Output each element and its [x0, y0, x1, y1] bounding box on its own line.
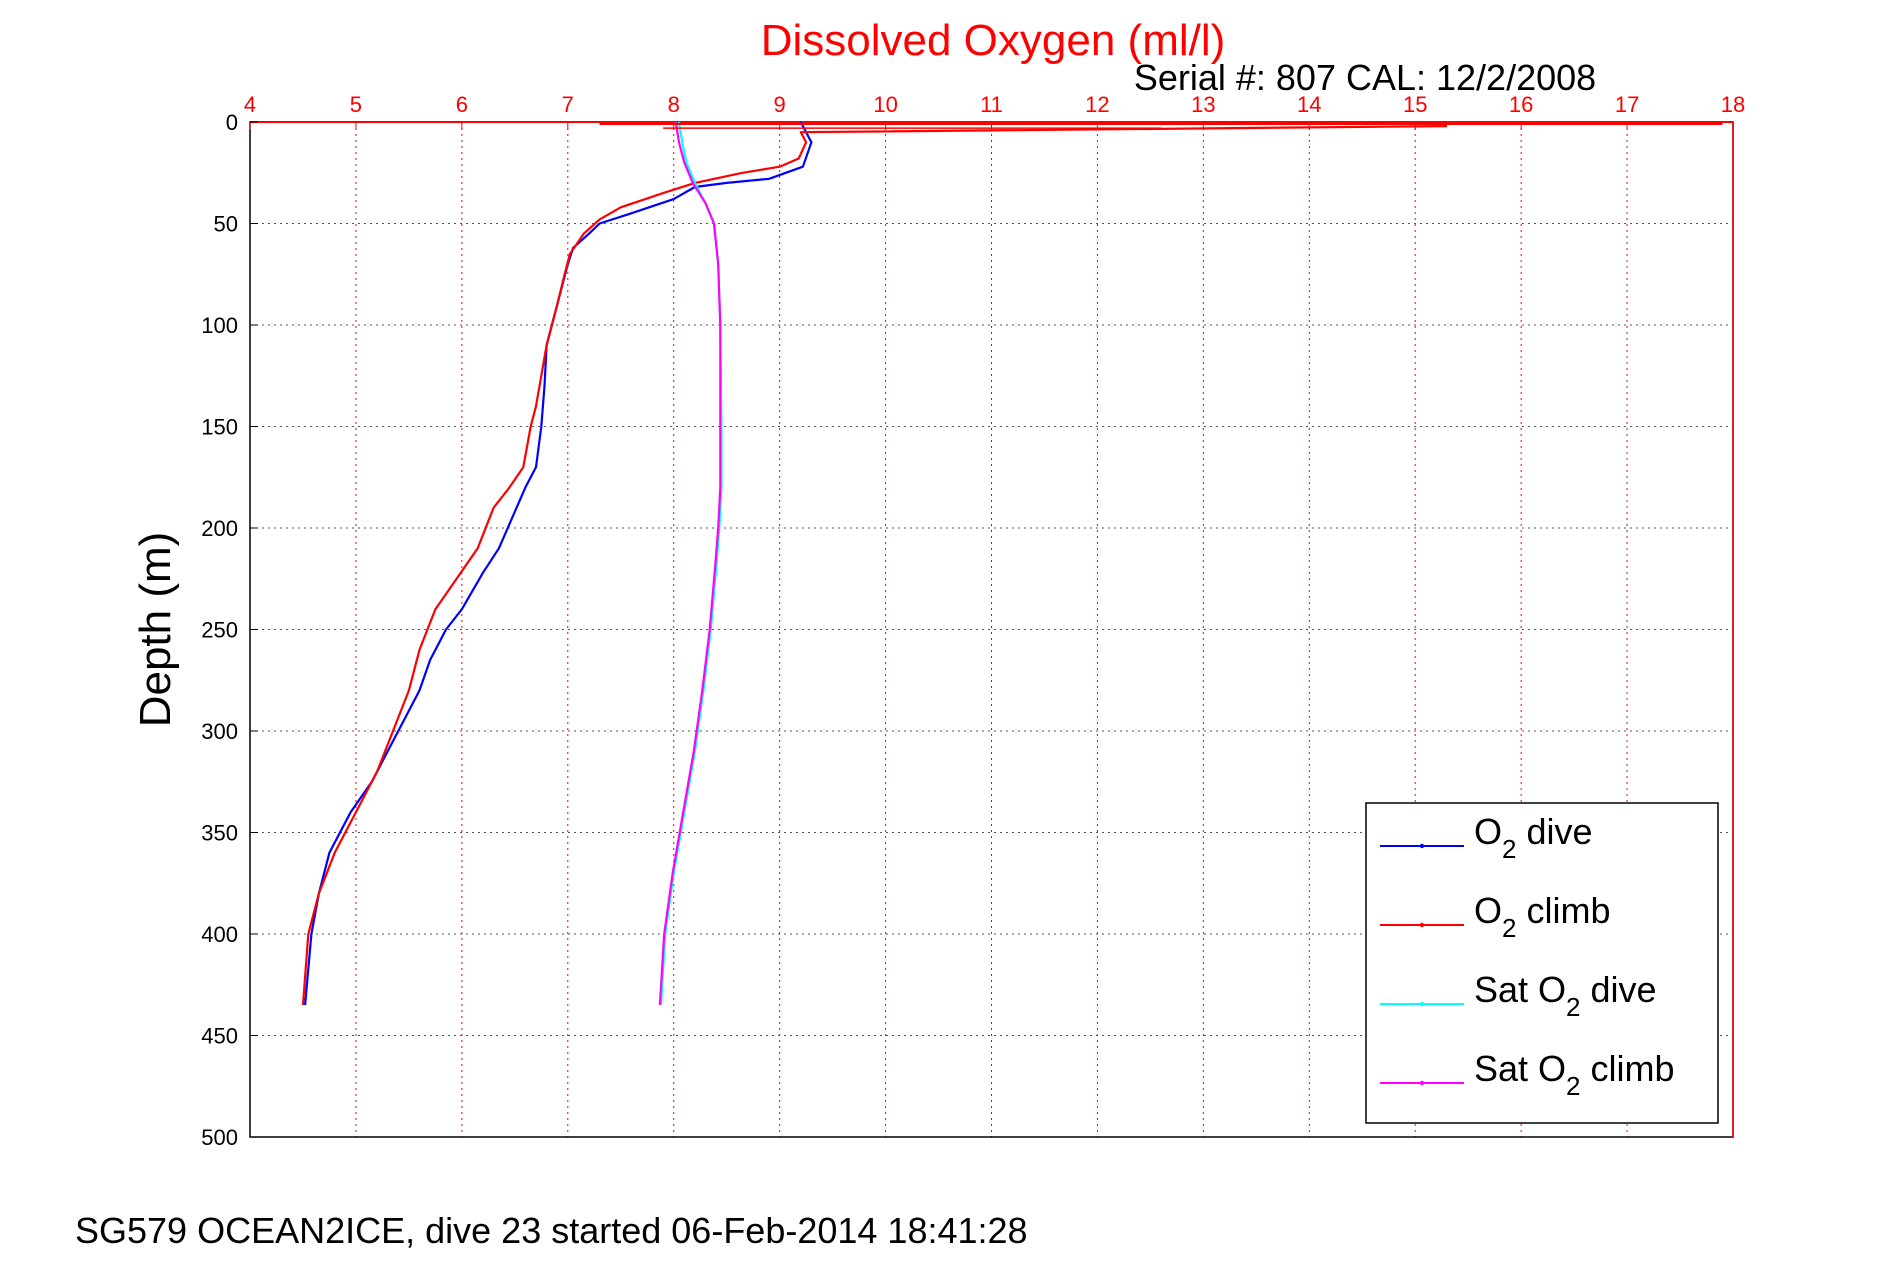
series-line-sat_o2_climb — [658, 121, 722, 1006]
y-tick-label: 150 — [201, 415, 238, 440]
series-line-o2_dive — [304, 121, 813, 1006]
y-tick-label: 500 — [201, 1125, 238, 1150]
data-series — [301, 121, 1723, 1006]
x-tick-label: 6 — [456, 92, 468, 117]
x-tick-label: 10 — [873, 92, 897, 117]
y-tick-label: 200 — [201, 516, 238, 541]
y-tick-labels: 0 50 100 150 200 250 300 350 400 450 500 — [201, 110, 258, 1150]
x-tick-label: 8 — [668, 92, 680, 117]
chart-title: Dissolved Oxygen (ml/l) — [761, 16, 1226, 65]
y-tick-label: 450 — [201, 1024, 238, 1049]
x-tick-label: 7 — [562, 92, 574, 117]
y-tick-label: 50 — [214, 212, 238, 237]
y-tick-label: 100 — [201, 313, 238, 338]
y-tick-label: 300 — [201, 719, 238, 744]
y-tick-label: 350 — [201, 821, 238, 846]
x-tick-label: 4 — [244, 92, 256, 117]
x-tick-label: 15 — [1403, 92, 1427, 117]
x-tick-label: 14 — [1297, 92, 1321, 117]
y-tick-label: 400 — [201, 922, 238, 947]
legend-label-sat_o2_dive: Sat O2 dive — [1474, 969, 1657, 1022]
legend-marker-o2_dive — [1419, 843, 1425, 849]
series-line-o2_climb — [301, 125, 1448, 1006]
y-axis-label: Depth (m) — [131, 532, 180, 728]
y-tick-label: 250 — [201, 618, 238, 643]
x-tick-label: 17 — [1615, 92, 1639, 117]
serial-cal-label: Serial #: 807 CAL: 12/2/2008 — [1134, 57, 1596, 98]
legend-marker-sat_o2_climb — [1419, 1080, 1425, 1086]
y-tick-label: 0 — [226, 110, 238, 135]
x-tick-label: 9 — [774, 92, 786, 117]
x-tick-label: 5 — [350, 92, 362, 117]
legend-label-sat_o2_climb: Sat O2 climb — [1474, 1048, 1675, 1101]
legend: O2 dive O2 climb Sat O2 dive Sat O2 climb — [1365, 802, 1719, 1124]
x-tick-label: 16 — [1509, 92, 1533, 117]
legend-label-o2_dive: O2 dive — [1474, 811, 1593, 864]
legend-marker-o2_climb — [1419, 922, 1425, 928]
x-tick-label: 11 — [980, 92, 1003, 117]
x-tick-label: 18 — [1721, 92, 1745, 117]
legend-marker-sat_o2_dive — [1419, 1001, 1425, 1007]
dive-info-footer: SG579 OCEAN2ICE, dive 23 started 06-Feb-… — [75, 1210, 1028, 1251]
x-tick-labels: 4 5 6 7 8 9 10 11 12 13 14 15 16 17 18 — [244, 92, 1745, 130]
legend-box — [1365, 802, 1719, 1124]
x-tick-label: 12 — [1085, 92, 1109, 117]
legend-label-o2_climb: O2 climb — [1474, 890, 1611, 943]
x-tick-label: 13 — [1191, 92, 1215, 117]
